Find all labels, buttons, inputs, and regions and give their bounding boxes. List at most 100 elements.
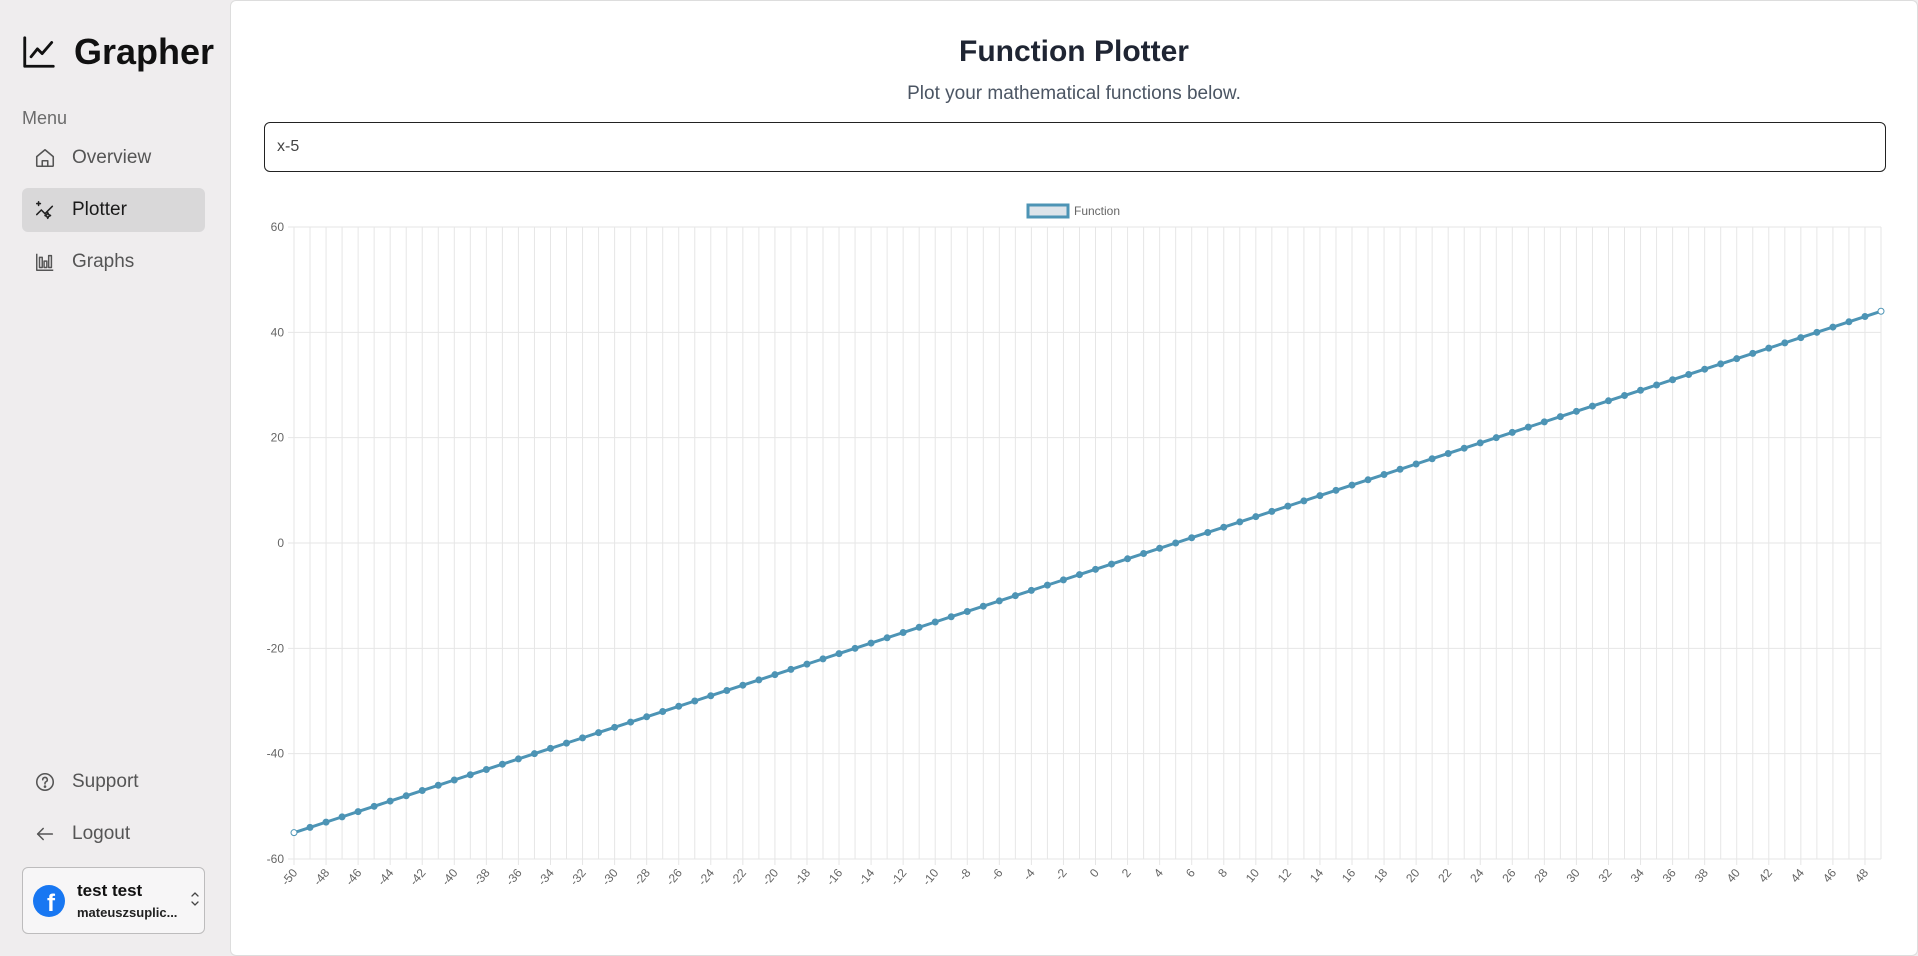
data-point	[1781, 339, 1789, 347]
data-point	[530, 750, 538, 758]
data-point	[546, 744, 554, 752]
data-point	[899, 629, 907, 637]
y-tick-label: -60	[267, 852, 285, 866]
y-tick-label: -20	[267, 641, 285, 655]
data-point	[1188, 534, 1196, 542]
data-point	[1348, 481, 1356, 489]
x-tick-label: 0	[1087, 866, 1102, 880]
data-point	[1460, 444, 1468, 452]
x-tick-label: -50	[278, 866, 300, 889]
sidebar-item-graphs[interactable]: Graphs	[22, 240, 205, 284]
x-tick-label: -36	[503, 866, 525, 889]
data-point	[883, 634, 891, 642]
data-point	[1236, 518, 1244, 526]
data-point	[1588, 402, 1596, 410]
data-point	[1108, 560, 1116, 568]
user-account-switcher[interactable]: f test test mateuszsuplic...	[22, 867, 205, 934]
sidebar-item-plotter[interactable]: Plotter	[22, 188, 205, 232]
data-point	[514, 755, 522, 763]
data-point	[835, 650, 843, 658]
app-name: Grapher	[74, 31, 215, 72]
function-input[interactable]	[264, 122, 1886, 172]
x-tick-label: 12	[1275, 866, 1295, 885]
data-point	[1268, 507, 1276, 515]
data-point	[963, 607, 971, 615]
data-point	[915, 623, 923, 631]
x-tick-label: 38	[1692, 866, 1712, 885]
x-tick-label: -2	[1052, 866, 1070, 883]
x-tick-label: -34	[535, 866, 557, 889]
x-tick-label: -24	[695, 866, 717, 889]
data-point	[1011, 592, 1019, 600]
data-point	[1284, 502, 1292, 510]
x-tick-label: 2	[1119, 866, 1134, 880]
x-tick-label: 46	[1820, 866, 1840, 885]
data-point	[659, 708, 667, 716]
x-tick-label: 22	[1435, 866, 1455, 885]
data-point	[1396, 465, 1404, 473]
x-tick-label: 44	[1788, 866, 1808, 885]
data-point	[1172, 539, 1180, 547]
data-point	[322, 818, 330, 826]
data-point	[1332, 486, 1340, 494]
data-point	[1797, 334, 1805, 342]
x-tick-label: -40	[439, 866, 461, 889]
sidebar-item-logout[interactable]: Logout	[22, 812, 205, 856]
y-tick-label: -40	[267, 747, 285, 761]
data-point	[1669, 376, 1677, 384]
function-chart: 60 40 20 0 -20 -40 -60 -50 -48 -46 -44 -42 -40 -38 -36…	[231, 191, 1918, 891]
data-point	[1877, 307, 1885, 315]
data-point	[1156, 544, 1164, 552]
data-point	[1220, 523, 1228, 531]
y-tick-label: 60	[271, 220, 285, 234]
data-point	[1092, 565, 1100, 573]
data-point	[402, 792, 410, 800]
data-point	[1476, 439, 1484, 447]
x-tick-label: 42	[1756, 866, 1776, 885]
x-tick-label: -28	[631, 866, 653, 889]
data-point	[1524, 423, 1532, 431]
data-point	[1733, 355, 1741, 363]
legend-swatch	[1026, 203, 1070, 219]
sidebar-item-label: Support	[72, 771, 139, 792]
app-logo[interactable]: Grapher	[20, 30, 214, 74]
data-point	[1701, 365, 1709, 373]
data-point	[434, 781, 442, 789]
x-tick-label: 6	[1183, 866, 1198, 880]
data-point	[1043, 581, 1051, 589]
y-tick-label: 0	[277, 536, 284, 550]
data-point	[1252, 513, 1260, 521]
x-tick-label: -32	[567, 866, 589, 889]
page-title: Function Plotter	[959, 35, 1189, 68]
x-tick-label: 14	[1307, 866, 1327, 885]
data-point	[370, 802, 378, 810]
data-point	[1492, 434, 1500, 442]
sidebar-item-overview[interactable]: Overview	[22, 136, 205, 180]
data-point	[1364, 476, 1372, 484]
bar-chart-icon	[34, 251, 56, 273]
sidebar-item-support[interactable]: Support	[22, 760, 205, 804]
data-point	[1540, 418, 1548, 426]
data-point	[563, 739, 571, 747]
data-point	[1300, 497, 1308, 505]
data-point	[1508, 428, 1516, 436]
series-line	[293, 309, 1882, 835]
sidebar-item-label: Overview	[72, 147, 152, 168]
data-point	[418, 787, 426, 795]
y-tick-label: 20	[271, 431, 285, 445]
data-point	[1412, 460, 1420, 468]
data-point	[995, 597, 1003, 605]
data-point	[1140, 550, 1148, 558]
data-point	[1637, 386, 1645, 394]
x-tick-label: -18	[791, 866, 813, 889]
data-point	[482, 765, 490, 773]
data-point	[354, 808, 362, 816]
data-point	[819, 655, 827, 663]
data-point	[1621, 392, 1629, 400]
data-point	[1845, 318, 1853, 326]
x-tick-label: 48	[1852, 866, 1872, 885]
data-point	[1556, 413, 1564, 421]
x-tick-label: -30	[599, 866, 621, 889]
x-tick-label: 36	[1660, 866, 1680, 885]
